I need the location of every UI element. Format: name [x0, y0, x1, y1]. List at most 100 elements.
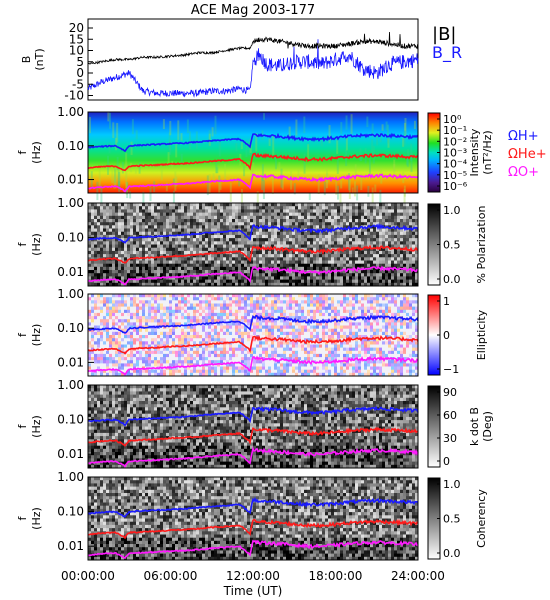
spectrogram-cell: [373, 238, 377, 242]
spectrogram-cell: [220, 231, 224, 236]
spectrogram-cell: [97, 372, 101, 377]
spectrogram-cell: [301, 309, 305, 314]
spectrogram-cell: [229, 357, 233, 361]
spectrogram-cell: [142, 331, 146, 336]
spectrogram-cell: [412, 209, 416, 213]
spectrogram-cell: [199, 360, 203, 364]
spectrogram-cell: [232, 369, 236, 374]
spectrogram-cell: [136, 273, 140, 277]
spectrogram-cell: [271, 234, 275, 239]
spectrogram-cell: [202, 266, 206, 271]
spectrogram-cell: [211, 260, 215, 265]
spectrogram-cell: [289, 331, 293, 336]
spectrogram-cell: [298, 244, 302, 249]
spectrogram-cell: [142, 238, 146, 242]
spectrogram-cell: [97, 279, 101, 284]
spectrogram-cell: [175, 297, 179, 301]
spectrogram-cell: [328, 244, 332, 249]
spectrogram-cell: [178, 325, 182, 330]
spectrogram-cell: [355, 260, 359, 265]
spectrogram-cell: [229, 309, 233, 314]
spectrogram-cell: [169, 331, 173, 336]
spectrogram-cell: [349, 260, 353, 265]
spectrogram-cell: [229, 231, 233, 236]
spectrogram-cell: [376, 270, 380, 274]
spectrogram-cell: [394, 250, 398, 255]
spectrogram-cell: [277, 238, 281, 242]
spectrogram-cell: [97, 369, 101, 374]
spectrogram-cell: [403, 276, 407, 280]
spectrogram-cell: [247, 260, 251, 265]
spectrogram-cell: [412, 254, 416, 258]
spectrogram-cell: [157, 297, 161, 301]
spectrogram-cell: [139, 344, 143, 349]
spectrogram-cell: [169, 319, 173, 323]
spectrogram-cell: [409, 279, 413, 284]
spectrogram-cell: [172, 328, 176, 333]
spectrogram-cell: [106, 338, 110, 342]
spectrogram-cell: [340, 228, 344, 233]
spectrogram-cell: [136, 238, 140, 242]
spectrogram-cell: [184, 309, 188, 314]
spectrogram-cell: [262, 325, 266, 330]
spectrogram-cell: [91, 335, 95, 339]
spectrogram-cell: [94, 316, 98, 320]
spectrogram-cell: [352, 273, 356, 277]
spectrogram-cell: [157, 257, 161, 261]
spectrogram-cell: [226, 309, 230, 314]
spectrogram-cell: [217, 297, 221, 301]
spectrogram-cell: [355, 279, 359, 284]
spectrogram-cell: [196, 234, 200, 239]
spectrogram-cell: [97, 234, 101, 239]
spectrogram-cell: [154, 257, 158, 261]
spectrogram-cell: [100, 276, 104, 280]
spectrogram-cell: [202, 282, 206, 287]
spectrogram-cell: [91, 325, 95, 330]
spectrogram-cell: [106, 241, 110, 245]
spectrogram-cell: [169, 328, 173, 333]
spectrogram-cell: [292, 273, 296, 277]
spectrogram-cell: [172, 276, 176, 280]
spectrogram-cell: [172, 241, 176, 245]
spectrogram-cell: [286, 270, 290, 274]
spectrogram-cell: [139, 360, 143, 364]
spectrogram-cell: [298, 357, 302, 361]
spectrogram-cell: [337, 219, 341, 223]
spectrogram-cell: [103, 206, 107, 210]
spectrogram-cell: [301, 244, 305, 249]
y-tick-label: 0.01: [57, 265, 84, 279]
spectrogram-cell: [229, 372, 233, 377]
spectrogram-cell: [391, 257, 395, 261]
spectrogram-cell: [211, 270, 215, 274]
spectrogram-cell: [115, 331, 119, 336]
spectrogram-cell: [163, 228, 167, 233]
spectrogram-cell: [334, 257, 338, 261]
spectrogram-cell: [310, 222, 314, 226]
spectrogram-cell: [412, 215, 416, 220]
spectrogram-cell: [223, 344, 227, 349]
spectrogram-cell: [91, 363, 95, 367]
spectrogram-cell: [196, 244, 200, 249]
spectrogram-cell: [223, 353, 227, 358]
spectrogram-cell: [175, 222, 179, 226]
spectrogram-cell: [232, 344, 236, 349]
spectrogram-cell: [244, 219, 248, 223]
spectrogram-cell: [88, 316, 92, 320]
spectrogram-cell: [259, 254, 263, 258]
spectrogram-cell: [262, 234, 266, 239]
spectrogram-cell: [322, 219, 326, 223]
spectrogram-cell: [295, 279, 299, 284]
spectrogram-cell: [160, 222, 164, 226]
spectrogram-cell: [112, 247, 116, 252]
spectrogram-cell: [148, 254, 152, 258]
spectrogram-cell: [262, 366, 266, 371]
spectrogram-cell: [394, 215, 398, 220]
spectrogram-cell: [139, 306, 143, 311]
spectrogram-cell: [295, 119, 298, 136]
spectrogram-cell: [349, 257, 353, 261]
spectrogram-cell: [208, 297, 212, 301]
spectrogram-cell: [223, 372, 227, 377]
spectrogram-cell: [196, 347, 200, 352]
spectrogram-cell: [195, 131, 198, 149]
spectrogram-cell: [364, 263, 368, 268]
